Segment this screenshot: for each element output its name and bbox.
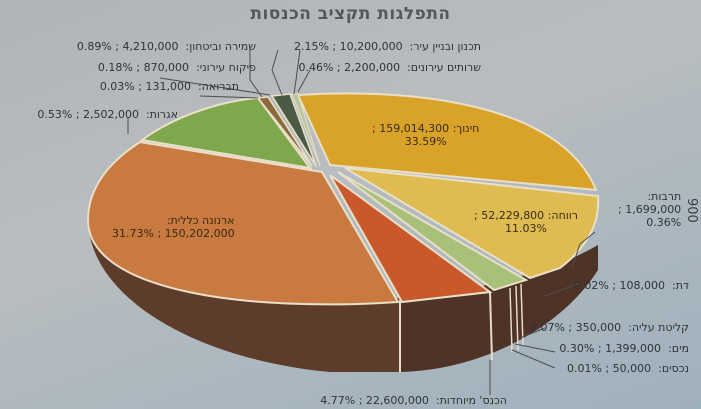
- label-inspection: פיקוח עירוני: 0.18% ; 870,000: [97, 61, 256, 74]
- pie-side-wall-lower: [88, 220, 400, 372]
- slice-security: [270, 93, 317, 167]
- label-arnona: ארנונה כללית: 31.73% ; 150,202,000: [112, 214, 235, 240]
- slice-education: [296, 92, 598, 192]
- pie-side-wall-right: [400, 245, 598, 372]
- slice-services: [291, 93, 321, 167]
- slice-small-green: [337, 171, 529, 292]
- slice-fees: [256, 96, 313, 167]
- label-education: חינוך: ; 159,014,300 33.59%: [372, 122, 480, 148]
- slice-planning: [139, 96, 313, 170]
- label-security: שמירה וביטחון: 0.89% ; 4,210,000: [76, 40, 256, 53]
- slice-welfare: [344, 167, 600, 280]
- label-planning: תכנון ובניין עיר: 2.15% ; 10,200,000: [293, 40, 481, 53]
- label-water: מים: 0.30% ; 1,399,000: [559, 342, 689, 355]
- side-page-number: 900: [684, 198, 699, 223]
- label-culture: תרבות: ; 1,699,000 0.36%: [618, 190, 682, 229]
- label-assets: נכסים: 0.01% ; 50,000: [567, 362, 689, 375]
- label-special-income: הכנס' מיוחדות: 4.77% ; 22,600,000: [320, 394, 507, 407]
- slice-arnona: [86, 140, 400, 306]
- label-absorption: קליטת עליה: 0.07% ; 350,000: [529, 321, 689, 334]
- slice-special-income: [329, 174, 493, 304]
- label-welfare: רווחה: ; 52,229,800 11.03%: [474, 209, 578, 235]
- label-fees: אגרות: 0.53% ; 2,502,000: [37, 108, 178, 121]
- chart-title: התפלגות תקציב הכנסות: [250, 4, 451, 24]
- label-services: שרותים עירונים: 0.46% ; 2,200,000: [298, 61, 481, 74]
- label-sanitation: תברואה: 0.03% ; 131,000: [99, 80, 239, 93]
- label-religion: דת: 0.02% ; 108,000: [573, 279, 689, 292]
